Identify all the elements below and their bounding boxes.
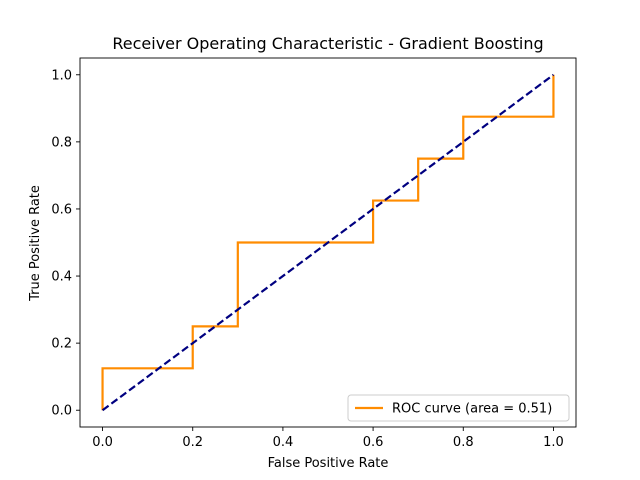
- x-tick-label: 1.0: [543, 435, 564, 450]
- x-tick-label: 0.8: [453, 435, 474, 450]
- y-tick-label: 0.8: [51, 135, 72, 150]
- x-axis-label: False Positive Rate: [268, 456, 389, 471]
- y-axis-label: True Positive Rate: [28, 185, 43, 302]
- y-tick-label: 1.0: [51, 68, 72, 83]
- y-tick-label: 0.0: [51, 404, 72, 419]
- y-tick-label: 0.4: [51, 270, 72, 285]
- x-tick-label: 0.4: [273, 435, 294, 450]
- x-tick-label: 0.2: [182, 435, 203, 450]
- y-tick-label: 0.6: [51, 202, 72, 217]
- chart-title: Receiver Operating Characteristic - Grad…: [112, 34, 543, 53]
- y-tick-label: 0.2: [51, 337, 72, 352]
- legend-box: [347, 394, 570, 422]
- diagonal-reference-line: [101, 73, 555, 412]
- x-tick-label: 0.0: [92, 435, 113, 450]
- axes-frame: [79, 57, 577, 428]
- x-axis: 0.0 0.2 0.4 0.6 0.8 1.0: [92, 427, 564, 450]
- y-axis: 0.0 0.2 0.4 0.6 0.8 1.0: [51, 68, 80, 419]
- legend: ROC curve (area = 0.51): [347, 394, 570, 422]
- x-tick-label: 0.6: [363, 435, 384, 450]
- roc-curve-line: [101, 74, 555, 411]
- plot-area: [79, 57, 577, 428]
- legend-entry-label: ROC curve (area = 0.51): [392, 402, 552, 417]
